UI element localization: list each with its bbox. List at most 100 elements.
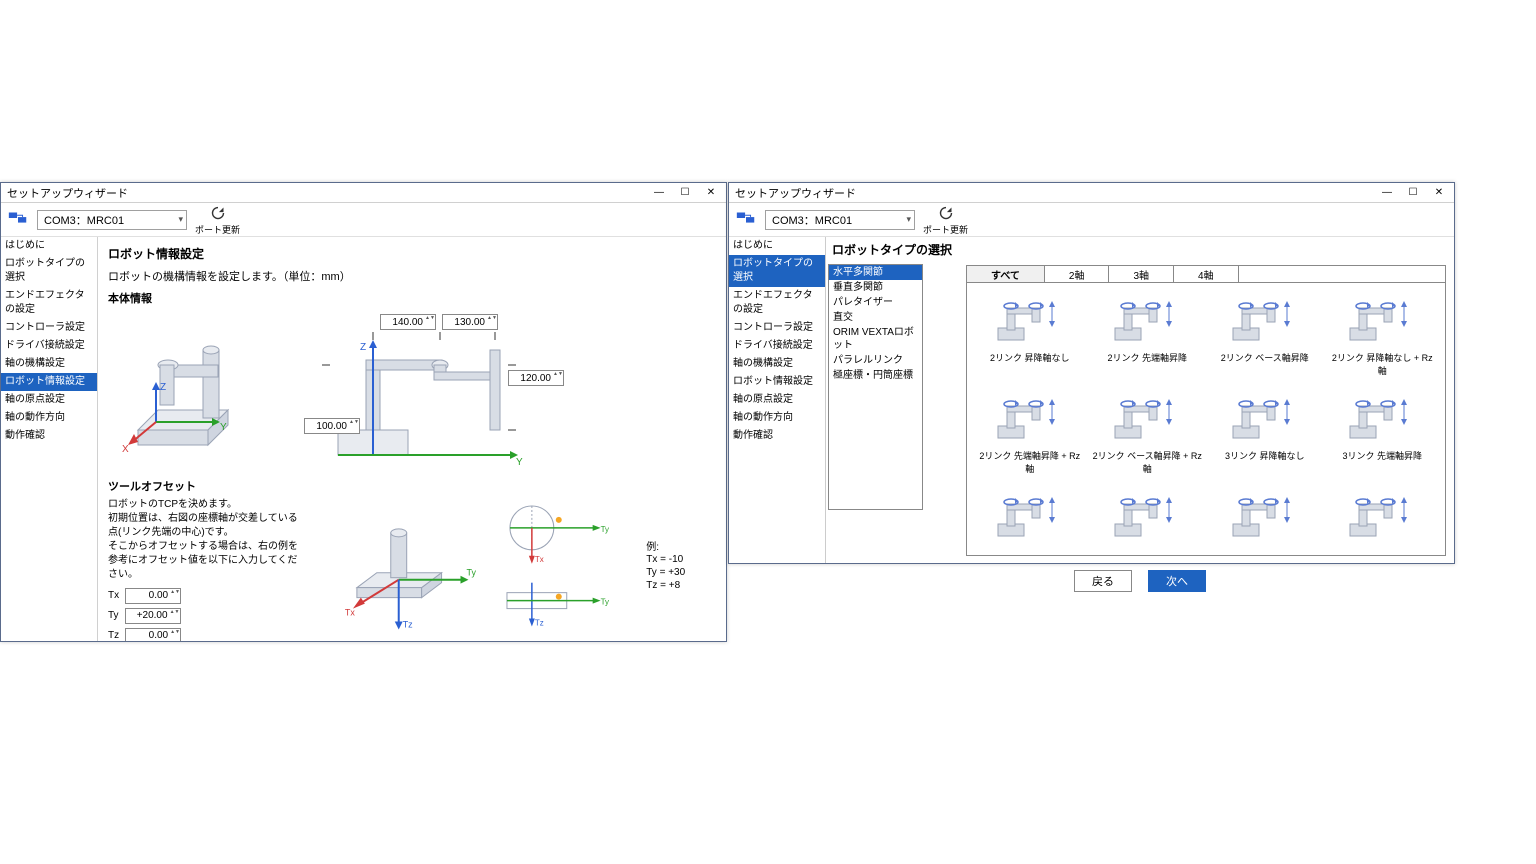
minimize-button[interactable]: — <box>1374 184 1400 202</box>
tool-offset-2d-diagram: Ty Tx Tz Ty <box>497 498 627 641</box>
gallery-item[interactable] <box>1328 487 1438 547</box>
gallery-item[interactable]: 2リンク 先端軸昇降 <box>1093 291 1203 377</box>
tab-bar-rest <box>1239 266 1445 282</box>
maximize-button[interactable]: ☐ <box>672 184 698 202</box>
tab[interactable]: 4軸 <box>1174 266 1239 282</box>
nav-item[interactable]: ロボット情報設定 <box>1 373 97 391</box>
page-desc: ロボットの機構情報を設定します。（単位：mm） <box>108 268 716 284</box>
titlebar: セットアップウィザード — ☐ ✕ <box>1 183 726 203</box>
subtype-item[interactable]: ORIM VEXTAロボット <box>829 325 922 353</box>
robot-thumb-icon <box>1337 291 1427 347</box>
nav-item[interactable]: ドライバ接続設定 <box>729 337 825 355</box>
window-title: セットアップウィザード <box>7 185 128 201</box>
wizard-window-left: セットアップウィザード — ☐ ✕ COM3：MRC01 ポート更新 はじめにロ… <box>0 182 727 642</box>
nav-item[interactable]: はじめに <box>1 237 97 255</box>
titlebar: セットアップウィザード — ☐ ✕ <box>729 183 1454 203</box>
nav-item[interactable]: 軸の動作方向 <box>1 409 97 427</box>
port-combo[interactable]: COM3：MRC01 <box>37 210 187 230</box>
robot-thumb-icon <box>1220 291 1310 347</box>
gallery-item-label: 3リンク 昇降軸なし <box>1225 449 1305 462</box>
nav-item[interactable]: 動作確認 <box>729 427 825 445</box>
port-combo-value: COM3：MRC01 <box>772 212 852 228</box>
port-refresh-button[interactable]: ポート更新 <box>923 204 968 236</box>
toolbar: COM3：MRC01 ポート更新 <box>729 203 1454 237</box>
gallery-item[interactable] <box>1093 487 1203 547</box>
dim-input-d2[interactable]: 130.00▲▼ <box>442 314 498 330</box>
ty-input[interactable]: +20.00▲▼ <box>125 608 181 624</box>
footer-buttons: 戻る 次へ <box>826 562 1454 600</box>
window-controls: — ☐ ✕ <box>646 184 724 202</box>
gallery-item[interactable]: 2リンク ベース軸昇降 <box>1210 291 1320 377</box>
nav-item[interactable]: 軸の機構設定 <box>1 355 97 373</box>
port-refresh-label: ポート更新 <box>195 223 240 236</box>
gallery-item[interactable]: 2リンク 昇降軸なし + Rz軸 <box>1328 291 1438 377</box>
toolbar: COM3：MRC01 ポート更新 <box>1 203 726 237</box>
robot-thumb-icon <box>985 389 1075 445</box>
nav-item[interactable]: エンドエフェクタの設定 <box>1 287 97 319</box>
nav-item[interactable]: コントローラ設定 <box>729 319 825 337</box>
subtype-item[interactable]: 垂直多関節 <box>829 280 922 295</box>
port-refresh-label: ポート更新 <box>923 223 968 236</box>
close-button[interactable]: ✕ <box>698 184 724 202</box>
robot-thumb-icon <box>1220 487 1310 543</box>
port-refresh-button[interactable]: ポート更新 <box>195 204 240 236</box>
gallery-item[interactable]: 2リンク 先端軸昇降 + Rz軸 <box>975 389 1084 475</box>
next-button[interactable]: 次へ <box>1148 570 1206 592</box>
subtype-item[interactable]: パラレルリンク <box>829 353 922 368</box>
subtype-item[interactable]: 直交 <box>829 310 922 325</box>
svg-text:Tx: Tx <box>535 555 544 564</box>
subtype-item[interactable]: 極座標・円筒座標 <box>829 368 922 383</box>
nav-item[interactable]: 軸の原点設定 <box>729 391 825 409</box>
nav-item[interactable]: コントローラ設定 <box>1 319 97 337</box>
robot-thumb-icon <box>1102 487 1192 543</box>
wizard-window-right: セットアップウィザード — ☐ ✕ COM3：MRC01 ポート更新 はじめにロ… <box>728 182 1455 564</box>
svg-text:Ty: Ty <box>600 598 608 607</box>
tab[interactable]: すべて <box>967 266 1045 282</box>
gallery-item-label: 2リンク ベース軸昇降 <box>1221 351 1309 364</box>
tab[interactable]: 3軸 <box>1109 266 1174 282</box>
dim-input-d3[interactable]: 120.00▲▼ <box>508 370 564 386</box>
nav-item[interactable]: ドライバ接続設定 <box>1 337 97 355</box>
nav-item[interactable]: ロボットタイプの選択 <box>729 255 825 287</box>
gallery-item[interactable]: 2リンク ベース軸昇降 + Rz軸 <box>1093 389 1203 475</box>
tx-input[interactable]: 0.00▲▼ <box>125 588 181 604</box>
svg-text:Y: Y <box>516 457 523 468</box>
nav-item[interactable]: 軸の原点設定 <box>1 391 97 409</box>
robot-thumb-icon <box>985 487 1075 543</box>
close-button[interactable]: ✕ <box>1426 184 1452 202</box>
gallery-item-label: 3リンク 先端軸昇降 <box>1342 449 1422 462</box>
window-controls: — ☐ ✕ <box>1374 184 1452 202</box>
nav-item[interactable]: 軸の機構設定 <box>729 355 825 373</box>
minimize-button[interactable]: — <box>646 184 672 202</box>
dim-input-d1[interactable]: 140.00▲▼ <box>380 314 436 330</box>
page-heading: ロボット情報設定 <box>108 245 716 262</box>
back-button[interactable]: 戻る <box>1074 570 1132 592</box>
gallery-item-label: 2リンク 先端軸昇降 + Rz軸 <box>975 449 1084 475</box>
svg-text:X: X <box>122 444 129 455</box>
gallery-item[interactable]: 3リンク 先端軸昇降 <box>1328 389 1438 475</box>
gallery-item[interactable] <box>975 487 1084 547</box>
tool-offset-example: 例: Tx = -10 Ty = +30 Tz = +8 <box>646 498 716 641</box>
robot-thumb-icon <box>1220 389 1310 445</box>
gallery-item[interactable]: 3リンク 昇降軸なし <box>1210 389 1320 475</box>
svg-text:Y: Y <box>220 422 227 433</box>
port-combo[interactable]: COM3：MRC01 <box>765 210 915 230</box>
robot-thumb-icon <box>1337 487 1427 543</box>
nav-item[interactable]: 動作確認 <box>1 427 97 445</box>
subtype-item[interactable]: パレタイザー <box>829 295 922 310</box>
tab[interactable]: 2軸 <box>1045 266 1110 282</box>
svg-text:Ty: Ty <box>600 525 608 534</box>
gallery-item[interactable]: 2リンク 昇降軸なし <box>975 291 1084 377</box>
maximize-button[interactable]: ☐ <box>1400 184 1426 202</box>
content-area: ロボット情報設定 ロボットの機構情報を設定します。（単位：mm） 本体情報 <box>98 237 726 641</box>
nav-item[interactable]: エンドエフェクタの設定 <box>729 287 825 319</box>
nav-item[interactable]: 軸の動作方向 <box>729 409 825 427</box>
subtype-list: 水平多関節垂直多関節パレタイザー直交ORIM VEXTAロボットパラレルリンク極… <box>828 264 923 510</box>
gallery-item[interactable] <box>1210 487 1320 547</box>
subtype-item[interactable]: 水平多関節 <box>829 265 922 280</box>
dim-input-d4[interactable]: 100.00▲▼ <box>304 418 360 434</box>
nav-item[interactable]: ロボット情報設定 <box>729 373 825 391</box>
nav-item[interactable]: ロボットタイプの選択 <box>1 255 97 287</box>
nav-item[interactable]: はじめに <box>729 237 825 255</box>
tz-input[interactable]: 0.00▲▼ <box>125 628 181 641</box>
